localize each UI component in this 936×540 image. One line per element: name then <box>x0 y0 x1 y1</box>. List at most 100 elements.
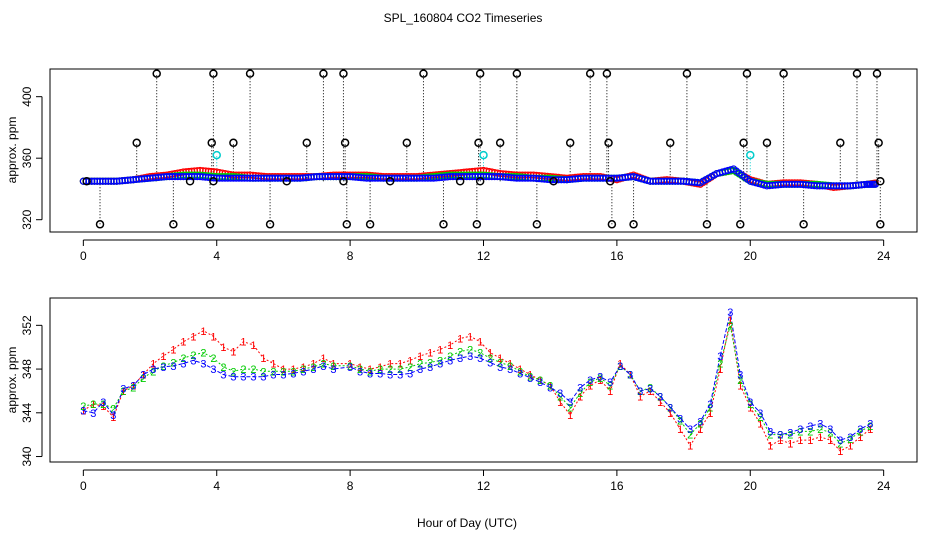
bottom-series1-marker: 1 <box>697 424 703 436</box>
top-flag-point <box>319 69 328 78</box>
bottom-series3-marker: 3 <box>367 368 373 380</box>
top-flag-point <box>339 177 348 186</box>
bottom-series1-marker: 1 <box>190 331 196 343</box>
bottom-series2-marker: 2 <box>817 424 823 436</box>
bottom-series2-marker: 2 <box>787 430 793 442</box>
bottom-series2-marker: 2 <box>577 388 583 400</box>
bottom-series2-marker: 2 <box>837 438 843 450</box>
bottom-series3-marker: 3 <box>407 368 413 380</box>
bottom-series1-marker: 1 <box>397 359 403 371</box>
bottom-series2-marker: 2 <box>597 373 603 385</box>
bottom-series2-marker: 2 <box>367 366 373 378</box>
bottom-series1-marker: 1 <box>687 441 693 453</box>
top-flag-point <box>604 138 613 148</box>
bottom-series1-marker: 1 <box>817 432 823 444</box>
top-flag-point <box>512 69 522 78</box>
top-flag-point <box>532 220 542 229</box>
bottom-series3-marker: 3 <box>310 364 316 376</box>
bottom-series1-marker: 1 <box>787 438 793 450</box>
top-x-tick-label: 8 <box>347 249 354 263</box>
bottom-x-tick-label: 24 <box>877 479 891 493</box>
top-flag-point <box>472 220 482 229</box>
bottom-series3-marker: 3 <box>110 410 116 422</box>
bottom-series2-marker: 2 <box>537 375 543 387</box>
top-flag-point <box>439 220 448 229</box>
bottom-series3-marker: 3 <box>867 419 873 431</box>
bottom-series1-marker: 1 <box>367 364 373 376</box>
bottom-series3-marker: 3 <box>537 377 543 389</box>
bottom-x-tick-label: 8 <box>347 479 354 493</box>
bottom-plot-frame <box>49 297 918 463</box>
bottom-y-tick-label: 348 <box>20 359 34 379</box>
bottom-series3-marker: 3 <box>767 426 773 438</box>
bottom-series3-marker: 3 <box>447 355 453 367</box>
bottom-series2-marker: 2 <box>637 386 643 398</box>
top-flag-point <box>229 138 238 148</box>
bottom-series2-marker: 2 <box>180 353 186 365</box>
bottom-series1-marker: 1 <box>457 333 463 345</box>
bottom-series3-marker: 3 <box>697 417 703 429</box>
top-flag-point <box>549 177 558 186</box>
top-flag-point <box>874 138 883 148</box>
bottom-series3-marker: 3 <box>190 355 196 367</box>
bottom-series1-marker: 1 <box>467 331 473 343</box>
bottom-series2-marker: 2 <box>347 361 353 373</box>
bottom-series1-marker: 1 <box>537 375 543 387</box>
bottom-series3-marker: 3 <box>180 359 186 371</box>
top-x-tick-label: 20 <box>744 249 758 263</box>
bottom-series2-marker: 2 <box>727 320 733 332</box>
bottom-series2-marker: 2 <box>797 426 803 438</box>
top-flag-point <box>132 138 141 148</box>
bottom-series3-marker: 3 <box>657 391 663 403</box>
bottom-series3-marker: 3 <box>797 424 803 436</box>
bottom-series2-marker: 2 <box>557 391 563 403</box>
bottom-series2-marker: 2 <box>807 426 813 438</box>
bottom-series2-marker: 2 <box>100 399 106 411</box>
bottom-series3-marker: 3 <box>477 353 483 365</box>
bottom-series3-marker: 3 <box>230 372 236 384</box>
bottom-series3-marker: 3 <box>397 370 403 382</box>
top-x-tick-label: 4 <box>213 249 220 263</box>
bottom-series3-marker: 3 <box>787 427 793 439</box>
bottom-series1-marker: 1 <box>407 355 413 367</box>
x-axis-label: Hour of Day (UTC) <box>417 516 517 530</box>
bottom-series1-marker: 1 <box>477 337 483 349</box>
bottom-y-axis-label: approx. ppm <box>5 347 19 414</box>
bottom-series3-marker: 3 <box>320 361 326 373</box>
top-flag-point <box>665 138 675 148</box>
bottom-series2-marker: 2 <box>677 415 683 427</box>
top-flag-point <box>82 177 91 186</box>
top-flag-point <box>565 138 575 148</box>
bottom-series2-marker: 2 <box>160 361 166 373</box>
top-cyan-point <box>746 150 755 160</box>
top-flag-point <box>185 177 195 186</box>
top-flag-point <box>762 138 772 148</box>
bottom-series2-marker: 2 <box>667 402 673 414</box>
bottom-series1-marker: 1 <box>637 391 643 403</box>
bottom-series1-marker: 1 <box>260 353 266 365</box>
bottom-y-axis: 340 344 348 352 <box>20 315 43 467</box>
bottom-series1-marker: 1 <box>667 408 673 420</box>
top-flag-point <box>852 69 862 78</box>
top-flag-point <box>605 177 615 186</box>
bottom-series3-marker: 3 <box>357 366 363 378</box>
bottom-series1-marker: 1 <box>577 391 583 403</box>
bottom-series3-marker: 3 <box>647 384 653 396</box>
top-plot-frame <box>49 68 918 233</box>
bottom-series3-marker: 3 <box>597 372 603 384</box>
bottom-series3-marker: 3 <box>727 307 733 319</box>
bottom-series1-marker: 1 <box>567 410 573 422</box>
bottom-series3-marker: 3 <box>347 362 353 374</box>
top-flag-point <box>207 138 216 148</box>
bottom-y-tick-label: 344 <box>20 402 34 422</box>
bottom-series3-marker: 3 <box>140 370 146 382</box>
top-flag-point <box>152 69 161 78</box>
top-flag-point <box>205 220 215 229</box>
bottom-series1-marker: 1 <box>617 359 623 371</box>
figure-title: SPL_160804 CO2 Timeseries <box>384 11 543 25</box>
bottom-series1-marker: 1 <box>417 351 423 363</box>
bottom-series2-marker: 2 <box>210 353 216 365</box>
top-x-tick-label: 16 <box>610 249 624 263</box>
bottom-series1-marker: 1 <box>437 344 443 356</box>
